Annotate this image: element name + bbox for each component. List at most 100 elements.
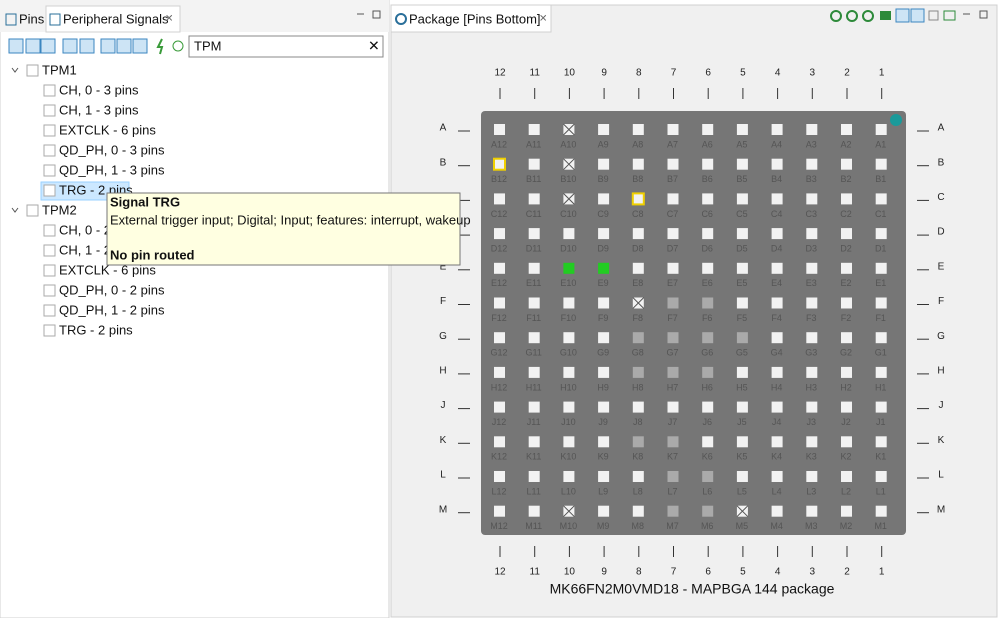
pin[interactable] xyxy=(528,471,540,482)
tool-button[interactable] xyxy=(862,10,874,22)
pin[interactable] xyxy=(528,193,540,205)
pin[interactable] xyxy=(736,228,748,240)
pin[interactable] xyxy=(875,505,887,517)
pin[interactable] xyxy=(736,297,748,309)
checkbox[interactable] xyxy=(43,144,56,157)
checkbox[interactable] xyxy=(43,244,56,257)
pin[interactable] xyxy=(841,471,852,482)
pin[interactable] xyxy=(667,193,679,205)
active-tab[interactable] xyxy=(45,5,181,33)
pin[interactable] xyxy=(736,158,748,170)
pin[interactable] xyxy=(702,436,714,448)
pin[interactable] xyxy=(841,366,852,378)
pin[interactable] xyxy=(736,124,748,135)
pin[interactable] xyxy=(632,471,644,482)
pin[interactable] xyxy=(598,471,610,482)
pin[interactable] xyxy=(632,436,644,448)
tool-button[interactable] xyxy=(40,38,56,54)
pin[interactable] xyxy=(632,401,644,413)
clear-search[interactable]: ✕ xyxy=(368,38,380,54)
checkbox[interactable] xyxy=(43,324,56,337)
tool-button[interactable] xyxy=(846,10,858,22)
maximize-icon[interactable] xyxy=(372,10,381,19)
pin[interactable] xyxy=(771,366,783,378)
tool-button[interactable] xyxy=(25,38,41,54)
pin[interactable] xyxy=(875,158,887,170)
checkbox[interactable] xyxy=(43,84,56,97)
pin[interactable] xyxy=(494,262,505,274)
pin[interactable] xyxy=(494,401,505,413)
pin[interactable] xyxy=(875,436,887,448)
checkbox[interactable] xyxy=(43,284,56,297)
tree-item[interactable]: EXTCLK - 6 pins xyxy=(59,122,156,137)
pin[interactable] xyxy=(563,471,575,482)
pin[interactable] xyxy=(875,297,887,309)
pin[interactable] xyxy=(528,366,540,378)
pin[interactable] xyxy=(494,366,505,378)
pin[interactable] xyxy=(528,124,540,135)
pin[interactable] xyxy=(806,158,818,170)
close-icon[interactable]: ✕ xyxy=(539,14,547,25)
pin[interactable] xyxy=(494,228,505,240)
pin[interactable] xyxy=(841,401,852,413)
pin[interactable] xyxy=(667,297,679,309)
tool-button[interactable] xyxy=(62,38,78,54)
pin[interactable] xyxy=(771,505,783,517)
pin[interactable] xyxy=(702,124,714,135)
pin[interactable] xyxy=(806,366,818,378)
pin[interactable] xyxy=(736,366,748,378)
pin[interactable] xyxy=(806,505,818,517)
pin[interactable] xyxy=(736,332,748,344)
tree-item[interactable]: QD_PH, 0 - 2 pins xyxy=(59,282,165,297)
pin[interactable] xyxy=(771,262,783,274)
pin[interactable] xyxy=(632,366,644,378)
checkbox[interactable] xyxy=(43,304,56,317)
tool-button[interactable] xyxy=(8,38,24,54)
pin[interactable] xyxy=(598,366,610,378)
pin[interactable] xyxy=(875,124,887,135)
pin[interactable] xyxy=(563,297,575,309)
pin[interactable] xyxy=(528,158,540,170)
pin[interactable] xyxy=(806,332,818,344)
pin[interactable] xyxy=(702,366,714,378)
pin[interactable] xyxy=(598,436,610,448)
tool-button[interactable] xyxy=(880,11,891,20)
pin[interactable] xyxy=(875,262,887,274)
pin[interactable] xyxy=(771,124,783,135)
pin[interactable] xyxy=(494,505,505,517)
pin[interactable] xyxy=(528,262,540,274)
pin[interactable] xyxy=(771,332,783,344)
checkbox[interactable] xyxy=(43,224,56,237)
pin[interactable] xyxy=(806,124,818,135)
pin[interactable] xyxy=(702,297,714,309)
pin[interactable] xyxy=(806,297,818,309)
pin[interactable] xyxy=(528,297,540,309)
pin[interactable] xyxy=(702,193,714,205)
checkbox[interactable] xyxy=(43,264,56,277)
pin[interactable] xyxy=(563,262,575,274)
tool-button[interactable] xyxy=(943,10,956,21)
pin[interactable] xyxy=(632,228,644,240)
checkbox[interactable] xyxy=(26,64,39,77)
tool-button[interactable] xyxy=(156,38,164,55)
pin[interactable] xyxy=(702,332,714,344)
pin[interactable] xyxy=(494,436,505,448)
tree-item[interactable]: QD_PH, 1 - 2 pins xyxy=(59,302,165,317)
tree-item[interactable]: CH, 1 - 3 pins xyxy=(59,102,139,117)
pin[interactable] xyxy=(667,366,679,378)
tree-item[interactable]: CH, 0 - 3 pins xyxy=(59,82,139,97)
pin[interactable] xyxy=(736,471,748,482)
tree-group[interactable]: TPM1 xyxy=(42,62,77,77)
pin[interactable] xyxy=(841,262,852,274)
tool-button[interactable] xyxy=(116,38,132,54)
tab-label[interactable]: Package [Pins Bottom] xyxy=(409,11,541,26)
pin[interactable] xyxy=(667,228,679,240)
search-box[interactable] xyxy=(188,35,384,58)
pin[interactable] xyxy=(528,505,540,517)
pin[interactable] xyxy=(702,505,714,517)
pin[interactable] xyxy=(702,158,714,170)
pin[interactable] xyxy=(598,332,610,344)
expand-arrow[interactable] xyxy=(11,67,19,73)
pin[interactable] xyxy=(736,436,748,448)
pin[interactable] xyxy=(598,158,610,170)
